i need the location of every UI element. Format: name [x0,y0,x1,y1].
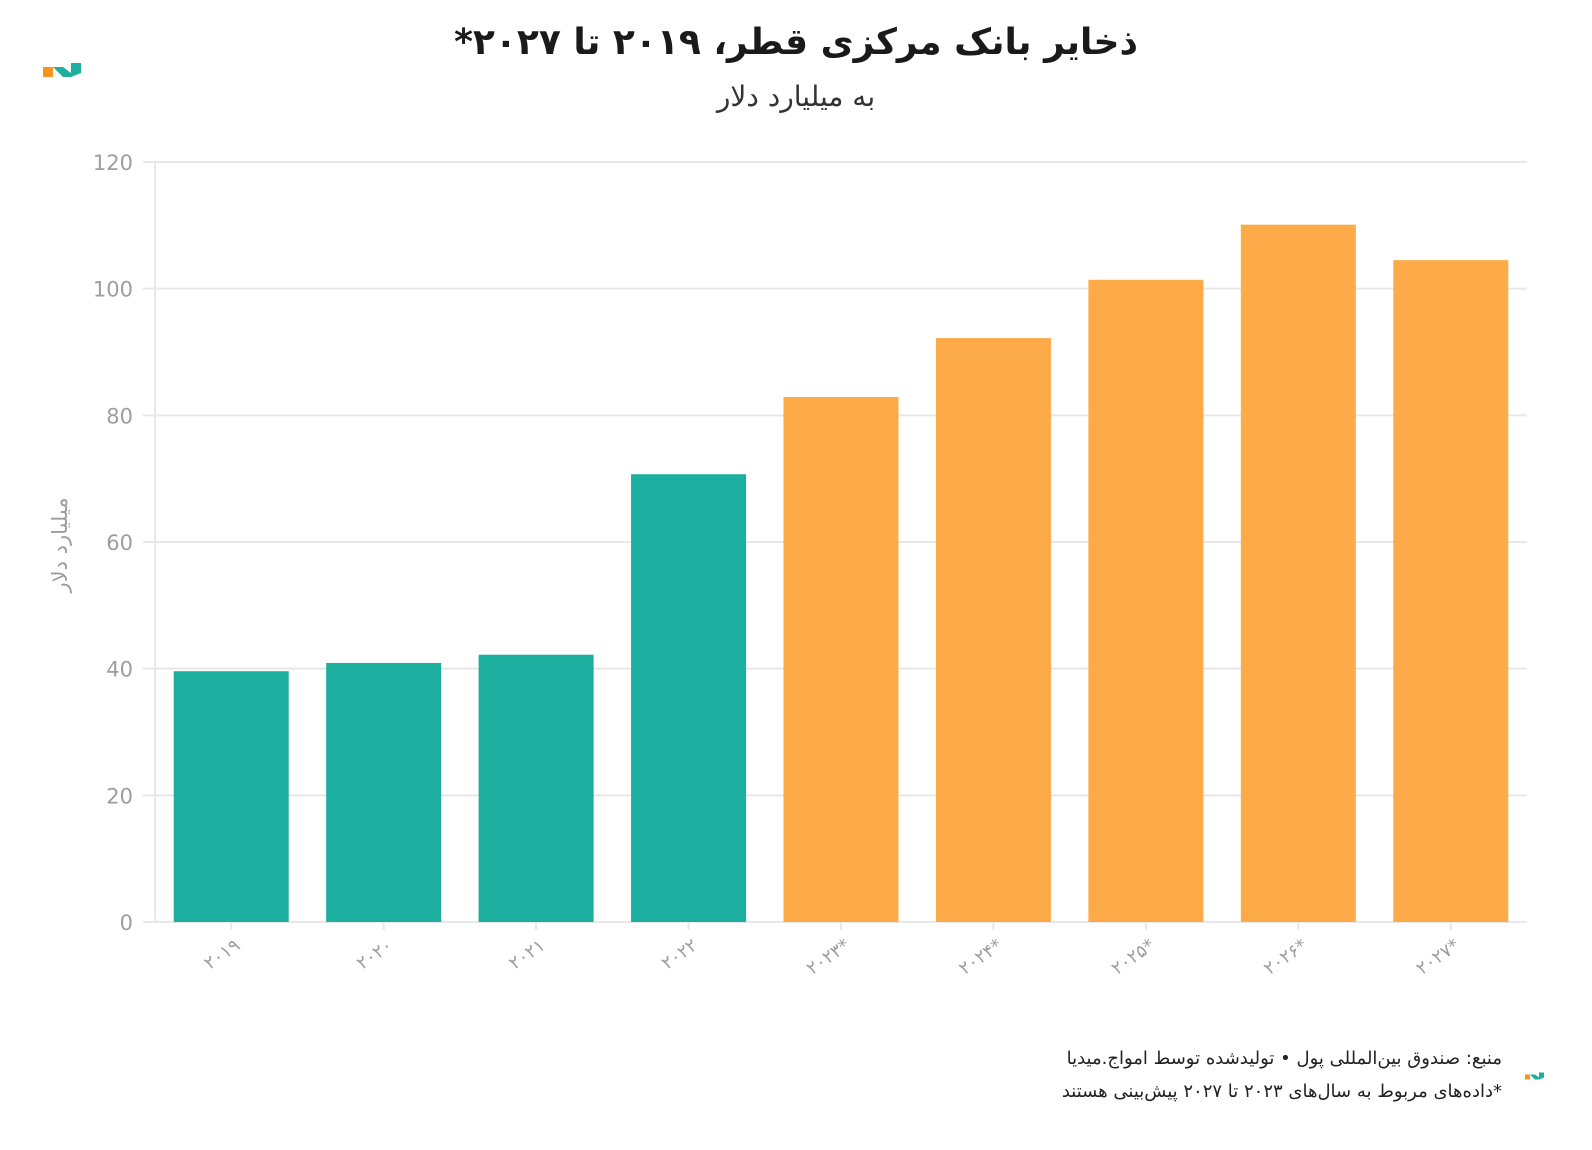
bar [1088,279,1204,922]
x-tick-label: ۲۰۲۲ [658,935,702,974]
bar [173,671,289,922]
footer-logo-icon [1525,1072,1544,1080]
y-tick-label: 80 [106,404,133,428]
bar [478,654,594,922]
y-tick-label: 0 [120,911,133,935]
brand-logo-icon [43,63,81,77]
bar [631,474,747,922]
chart-subtitle: به میلیارد دلار [716,80,876,113]
y-axis-label: میلیارد دلار [48,497,72,593]
y-tick-label: 100 [93,278,133,302]
y-tick-label: 120 [93,151,133,175]
y-tick-label: 40 [106,658,133,682]
x-tick-label: ۲۰۲۶* [1260,935,1311,980]
x-tick-label: ۲۰۲۳* [803,935,854,980]
bar-chart: 0 20 40 60 80 100 120 ۲۰۱۹ ۲۰۲۰ ۲۰۲۱ ۲۰۲۲ ۲۰۲۳* ۲۰۲۴… [93,151,1527,980]
x-tick-label: ۲۰۱۹ [200,935,244,974]
x-tick-label: ۲۰۲۴* [955,935,1006,980]
source-note: منبع: صندوق بین‌المللی پول • تولیدشده تو… [1066,1048,1502,1069]
x-tick-label: ۲۰۲۱ [505,935,549,974]
forecast-note: *داده‌های مربوط به سال‌های ۲۰۲۳ تا ۲۰۲۷ … [1061,1081,1502,1102]
x-tick-label: ۲۰۲۰ [353,935,397,974]
bar [1240,224,1356,922]
bar [783,396,899,922]
bar [935,338,1051,923]
chart-title: ذخایر بانک مرکزی قطر، ۲۰۱۹ تا ۲۰۲۷* [454,22,1138,63]
x-tick-label: ۲۰۲۵* [1108,935,1159,980]
bar [1393,260,1509,923]
y-tick-label: 20 [106,784,133,808]
bar [326,662,442,922]
x-tick-label: ۲۰۲۷* [1413,935,1464,980]
y-tick-label: 60 [106,531,133,555]
